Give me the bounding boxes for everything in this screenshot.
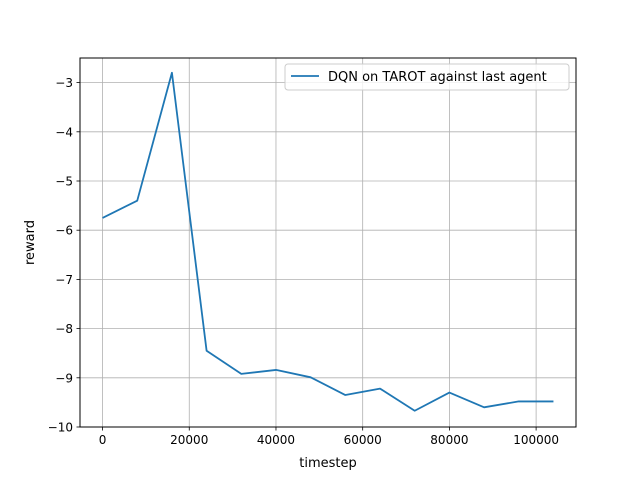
x-tick-label: 80000 <box>430 433 468 447</box>
y-tick-label: −3 <box>55 76 73 90</box>
y-axis-label: reward <box>23 220 38 265</box>
legend-label: DQN on TAROT against last agent <box>328 70 547 85</box>
y-tick-label: −7 <box>55 273 73 287</box>
x-tick-label: 40000 <box>257 433 295 447</box>
x-tick-label: 60000 <box>344 433 382 447</box>
y-tick-label: −10 <box>48 421 73 435</box>
x-tick-label: 20000 <box>170 433 208 447</box>
y-tick-label: −5 <box>55 175 73 189</box>
x-axis-label: timestep <box>299 456 357 471</box>
plot-frame <box>79 57 577 428</box>
y-tick-label: −6 <box>55 224 73 238</box>
y-tick-label: −4 <box>55 125 73 139</box>
ticks: 0 20000 40000 60000 80000 100000 −10 −9 −8 −7 −6 −5… <box>48 76 559 447</box>
y-tick-label: −8 <box>55 322 73 336</box>
legend: DQN on TAROT against last agent <box>284 63 570 91</box>
series-layer <box>102 71 554 412</box>
x-tick-label: 100000 <box>513 433 559 447</box>
x-tick-label: 0 <box>99 433 107 447</box>
y-tick-label: −9 <box>55 371 73 385</box>
series-line-0 <box>102 71 554 412</box>
legend-box <box>284 63 570 91</box>
